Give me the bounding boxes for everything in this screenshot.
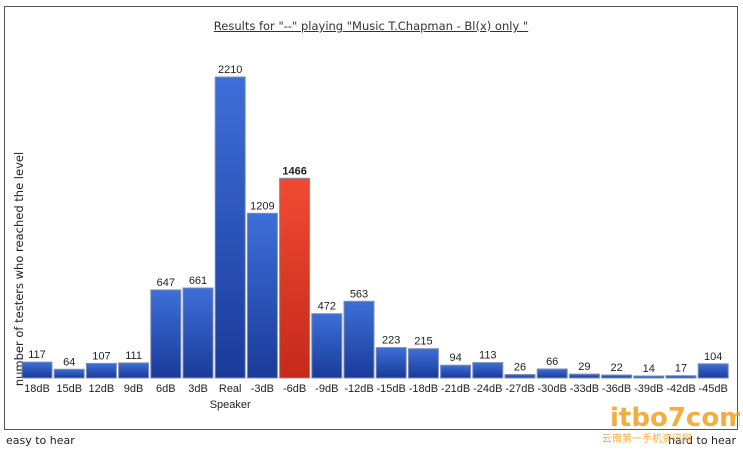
value-label: 1466	[282, 165, 306, 177]
value-label: 563	[350, 288, 368, 300]
value-label: 117	[28, 349, 46, 361]
bar--45db	[697, 363, 729, 379]
value-label: 66	[546, 356, 558, 368]
x-tick-label: -15dB	[377, 383, 406, 395]
x-tick-label: -24dB	[473, 383, 502, 395]
x-tick-label: -21dB	[441, 383, 470, 395]
x-tick-label: 15dB	[56, 383, 82, 395]
bar--24db	[472, 362, 504, 379]
x-tick-label: -39dB	[634, 383, 663, 395]
bar--21db	[440, 364, 472, 379]
value-label: 17	[675, 363, 687, 375]
bar-12db	[85, 362, 117, 379]
x-tick-label: 3dB	[188, 383, 208, 395]
bar--42db	[665, 375, 697, 379]
value-label: 104	[704, 351, 722, 363]
x-tick-label: 12dB	[89, 383, 115, 395]
x-tick-label: -30dB	[538, 383, 567, 395]
bar--3db	[246, 212, 278, 379]
value-label: 223	[382, 335, 400, 347]
bar--33db	[568, 373, 600, 379]
x-tick-label: -45dB	[699, 383, 728, 395]
x-tick-label: -3dB	[251, 383, 274, 395]
value-label: 26	[514, 362, 526, 374]
value-label: 14	[643, 363, 655, 375]
bar-15db	[53, 368, 85, 379]
bar-18db	[21, 361, 53, 379]
watermark-text: itbo7com	[610, 403, 740, 433]
bar-3db	[182, 287, 214, 379]
value-label: 107	[92, 350, 110, 362]
bar--18db	[407, 348, 439, 379]
bar--39db	[633, 375, 665, 379]
value-label: 2210	[218, 64, 242, 76]
x-tick-label: Real Speaker	[210, 383, 251, 411]
x-tick-label: -12dB	[344, 383, 373, 395]
x-tick-label: -33dB	[570, 383, 599, 395]
value-label: 94	[449, 352, 461, 364]
x-tick-label: 9dB	[124, 383, 144, 395]
x-tick-label: -9dB	[315, 383, 338, 395]
x-tick-label: 6dB	[156, 383, 176, 395]
x-tick-label: -42dB	[666, 383, 695, 395]
bar--6db	[279, 177, 311, 379]
watermark-logo: itbo7com 云南第一手机资讯网	[602, 403, 740, 445]
hard-to-hear-label: hard to hear	[668, 434, 737, 447]
x-tick-label: -27dB	[505, 383, 534, 395]
bar-6db	[150, 289, 182, 379]
x-tick-label: -18dB	[409, 383, 438, 395]
value-label: 661	[189, 275, 207, 287]
value-label: 647	[157, 277, 175, 289]
bar--12db	[343, 300, 375, 379]
bar--15db	[375, 347, 407, 379]
x-tick-label: -36dB	[602, 383, 631, 395]
x-tick-label: 18dB	[24, 383, 50, 395]
value-label: 113	[479, 350, 497, 362]
x-tick-label: -6dB	[283, 383, 306, 395]
bar-9db	[118, 362, 150, 379]
easy-to-hear-label: easy to hear	[6, 434, 75, 447]
bar--9db	[311, 313, 343, 379]
value-label: 215	[414, 336, 432, 348]
bar--27db	[504, 374, 536, 379]
value-label: 22	[610, 362, 622, 374]
bar--30db	[536, 368, 568, 379]
value-label: 64	[63, 356, 75, 368]
bar-real-speaker	[214, 76, 246, 379]
chart-title: Results for "--" playing "Music T.Chapma…	[213, 19, 529, 33]
value-label: 111	[125, 350, 142, 362]
bar--36db	[601, 374, 633, 379]
value-label: 1209	[250, 200, 274, 212]
value-label: 29	[578, 361, 590, 373]
value-label: 472	[318, 301, 336, 313]
watermark-subtext: 云南第一手机资讯网	[602, 432, 692, 445]
